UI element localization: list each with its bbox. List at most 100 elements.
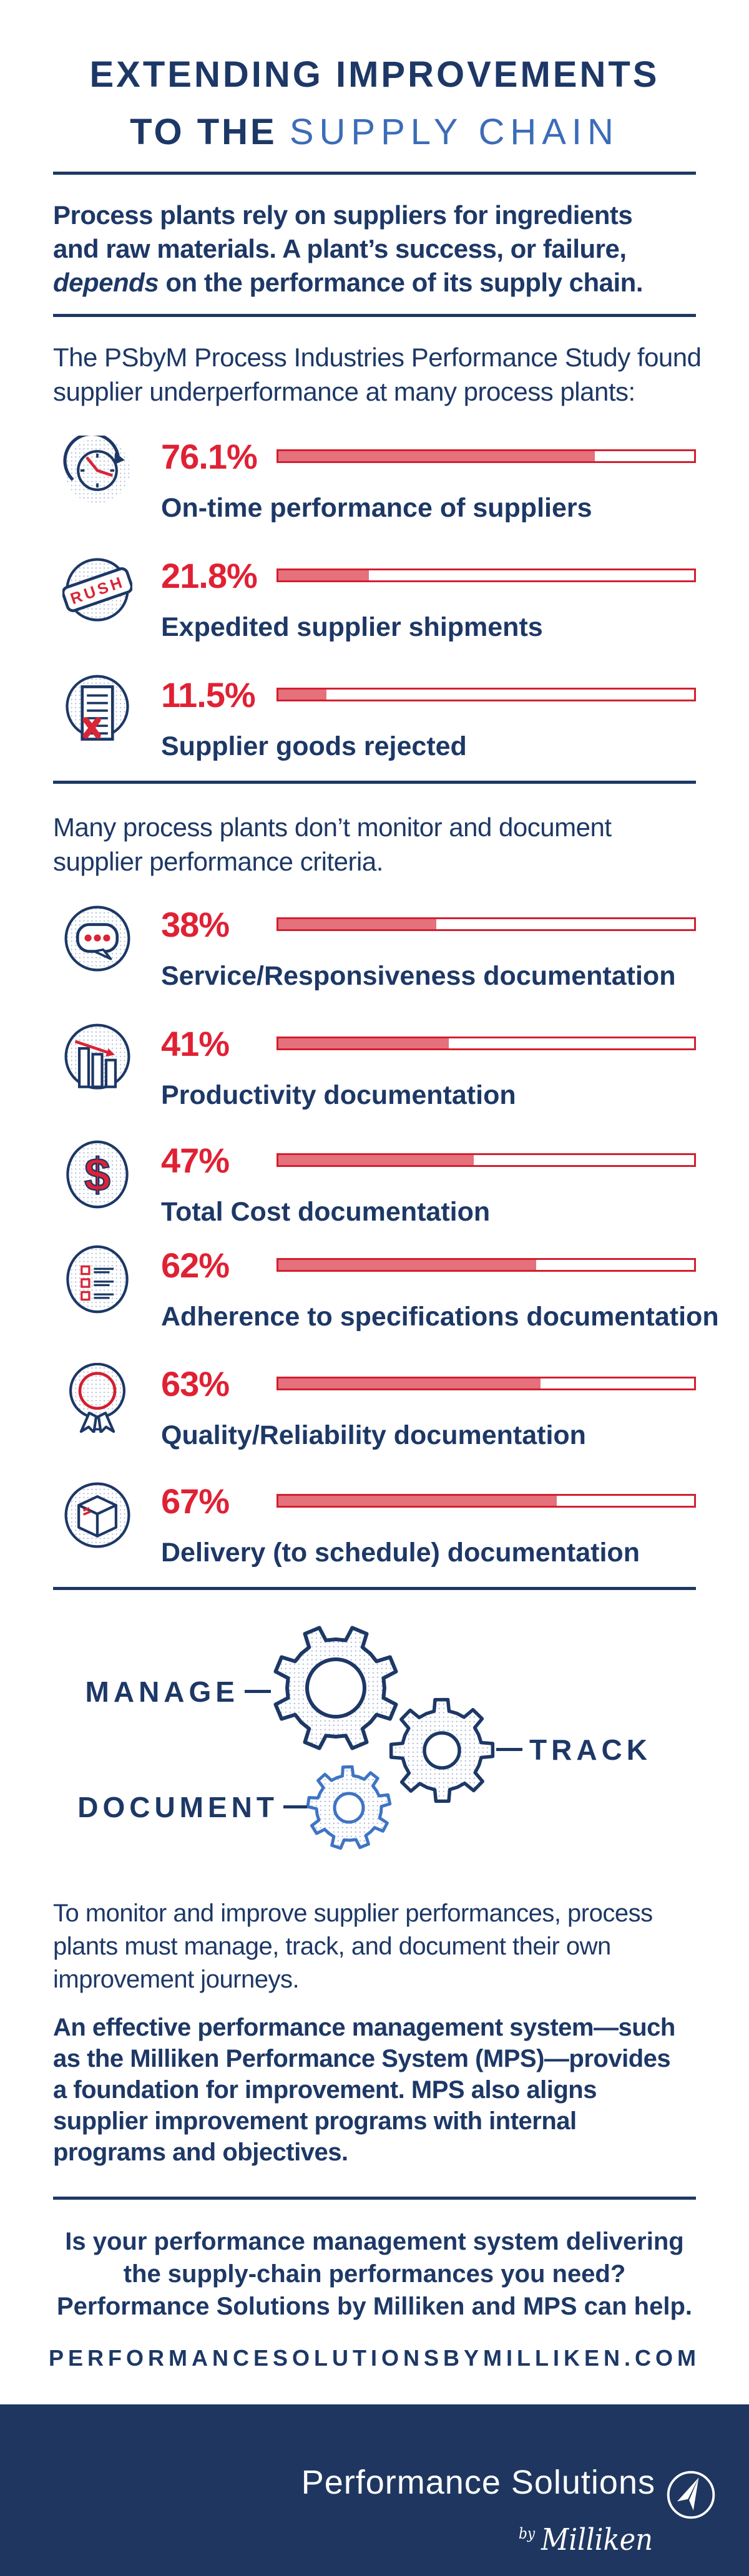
stat-row-service: 38% Service/Responsiveness documentation	[62, 904, 696, 992]
progress-bar	[277, 1258, 696, 1272]
stat-label: On-time performance of suppliers	[161, 493, 592, 523]
monitor-line2: supplier performance criteria.	[53, 847, 383, 876]
performance-solutions-logo: Performance Solutions by Milliken	[301, 2464, 718, 2557]
website-url: PERFORMANCESOLUTIONSBYMILLIKEN.COM	[49, 2345, 700, 2371]
body-paragraph-1: To monitor and improve supplier performa…	[53, 1897, 653, 1996]
progress-bar	[277, 568, 696, 582]
paper-plane-circle-icon	[664, 2468, 718, 2525]
stat-label: Delivery (to schedule) documentation	[161, 1538, 640, 1568]
progress-bar	[277, 449, 696, 463]
progress-bar	[277, 688, 696, 701]
manage-gear-icon	[273, 1626, 398, 1750]
progress-bar-fill	[278, 919, 437, 929]
svg-text:$: $	[84, 1148, 110, 1201]
connector-line	[496, 1748, 522, 1751]
progress-bar-fill	[278, 1155, 474, 1165]
progress-bar-fill	[278, 1378, 541, 1388]
intro-line2: and raw materials. A plant’s success, or…	[53, 234, 627, 263]
progress-bar	[277, 1037, 696, 1050]
footer-brand-text: Performance Solutions	[301, 2464, 655, 2501]
rush-stamp-icon: RUSH	[62, 555, 132, 625]
cta-line3: Performance Solutions by Milliken and MP…	[57, 2293, 692, 2320]
bar-chart-icon	[62, 1023, 132, 1093]
progress-bar-fill	[278, 1260, 536, 1270]
section-divider	[53, 314, 696, 317]
footer-by-label: by	[519, 2525, 536, 2542]
stat-row-delivery: 67% Delivery (to schedule) documentation	[62, 1480, 696, 1568]
gear-label-document: DOCUMENT	[77, 1791, 278, 1823]
monitor-line1: Many process plants don’t monitor and do…	[53, 812, 612, 842]
stat-label: Total Cost documentation	[161, 1197, 491, 1227]
page-title-line2-dark: TO THE	[130, 112, 290, 152]
section-divider	[53, 781, 696, 784]
stat-value: 62%	[161, 1245, 230, 1285]
progress-bar-fill	[278, 451, 595, 461]
stat-label: Service/Responsiveness documentation	[161, 961, 676, 991]
body2-line2: as the Milliken Performance System (MPS)…	[53, 2045, 671, 2072]
study-line1: The PSbyM Process Industries Performance…	[53, 343, 702, 372]
stat-row-productivity: 41% Productivity documentation	[62, 1023, 696, 1111]
footer-bar: Performance Solutions by Milliken	[0, 2404, 749, 2576]
speech-bubble-icon	[62, 904, 132, 973]
footer-by-milliken: by Milliken	[301, 2522, 718, 2557]
stat-value: 11.5%	[161, 675, 256, 715]
stat-label: Adherence to specifications documentatio…	[161, 1302, 719, 1332]
progress-bar	[277, 1494, 696, 1508]
stat-value: 76.1%	[161, 436, 258, 476]
stat-label: Quality/Reliability documentation	[161, 1420, 586, 1450]
progress-bar	[277, 917, 696, 931]
body2-line5: programs and objectives.	[53, 2139, 348, 2166]
clock-icon	[62, 436, 132, 505]
intro-line3-italic: depends	[53, 268, 159, 297]
track-gear-icon	[389, 1697, 495, 1803]
progress-bar-fill	[278, 690, 326, 700]
page-title-line1: EXTENDING IMPROVEMENTS	[89, 54, 660, 95]
body2-line3: a foundation for improvement. MPS also a…	[53, 2076, 597, 2104]
page-title-line2-light: SUPPLY CHAIN	[289, 112, 619, 152]
body-paragraph-2: An effective performance management syst…	[53, 2012, 675, 2168]
stat-value: 38%	[161, 904, 230, 944]
body1-line2: plants must manage, track, and document …	[53, 1933, 611, 1960]
section-divider	[53, 2197, 696, 2200]
dollar-icon: $	[62, 1139, 132, 1209]
connector-line	[283, 1805, 307, 1808]
progress-bar-fill	[278, 1038, 449, 1048]
stat-row-rejected: 11.5% Supplier goods rejected	[62, 674, 696, 762]
body2-line4: supplier improvement programs with inter…	[53, 2107, 577, 2135]
stat-label: Supplier goods rejected	[161, 731, 467, 761]
document-gear-icon	[306, 1765, 392, 1850]
stat-row-quality: 63% Quality/Reliability documentation	[62, 1363, 696, 1451]
stat-row-specifications: 62% Adherence to specifications document…	[62, 1244, 719, 1332]
gear-label-manage: MANAGE	[85, 1676, 239, 1708]
stat-value: 41%	[161, 1023, 230, 1063]
intro-line1: Process plants rely on suppliers for ing…	[53, 200, 633, 230]
body1-line3: improvement journeys.	[53, 1966, 300, 1993]
page-title-line2: TO THE SUPPLY CHAIN	[0, 111, 749, 153]
stat-label: Expedited supplier shipments	[161, 612, 543, 642]
study-line2: supplier underperformance at many proces…	[53, 377, 635, 406]
progress-bar-fill	[278, 570, 370, 580]
study-paragraph: The PSbyM Process Industries Performance…	[53, 340, 702, 409]
stat-row-cost: $ 47% Total Cost documentation	[62, 1139, 696, 1227]
progress-bar	[277, 1153, 696, 1167]
body1-line1: To monitor and improve supplier performa…	[53, 1900, 653, 1927]
intro-line3: depends on the performance of its supply…	[53, 266, 643, 300]
monitor-paragraph: Many process plants don’t monitor and do…	[53, 810, 612, 879]
stat-label: Productivity documentation	[161, 1080, 516, 1110]
rejected-document-icon	[62, 674, 132, 744]
stat-value: 47%	[161, 1140, 230, 1180]
stat-value: 63%	[161, 1364, 230, 1403]
package-box-icon	[62, 1480, 132, 1550]
footer-company-script: Milliken	[541, 2522, 653, 2557]
cta-line2: the supply-chain performances you need?	[123, 2260, 626, 2288]
body2-line1: An effective performance management syst…	[53, 2014, 675, 2041]
section-divider	[53, 1587, 696, 1590]
progress-bar	[277, 1377, 696, 1390]
intro-paragraph: Process plants rely on suppliers for ing…	[53, 198, 643, 300]
progress-bar-fill	[278, 1496, 557, 1506]
stat-row-ontime: 76.1% On-time performance of suppliers	[62, 436, 696, 524]
section-divider	[53, 172, 696, 175]
stat-value: 21.8%	[161, 555, 258, 595]
stat-row-expedited: RUSH 21.8% Expedited supplier shipments	[62, 555, 696, 643]
